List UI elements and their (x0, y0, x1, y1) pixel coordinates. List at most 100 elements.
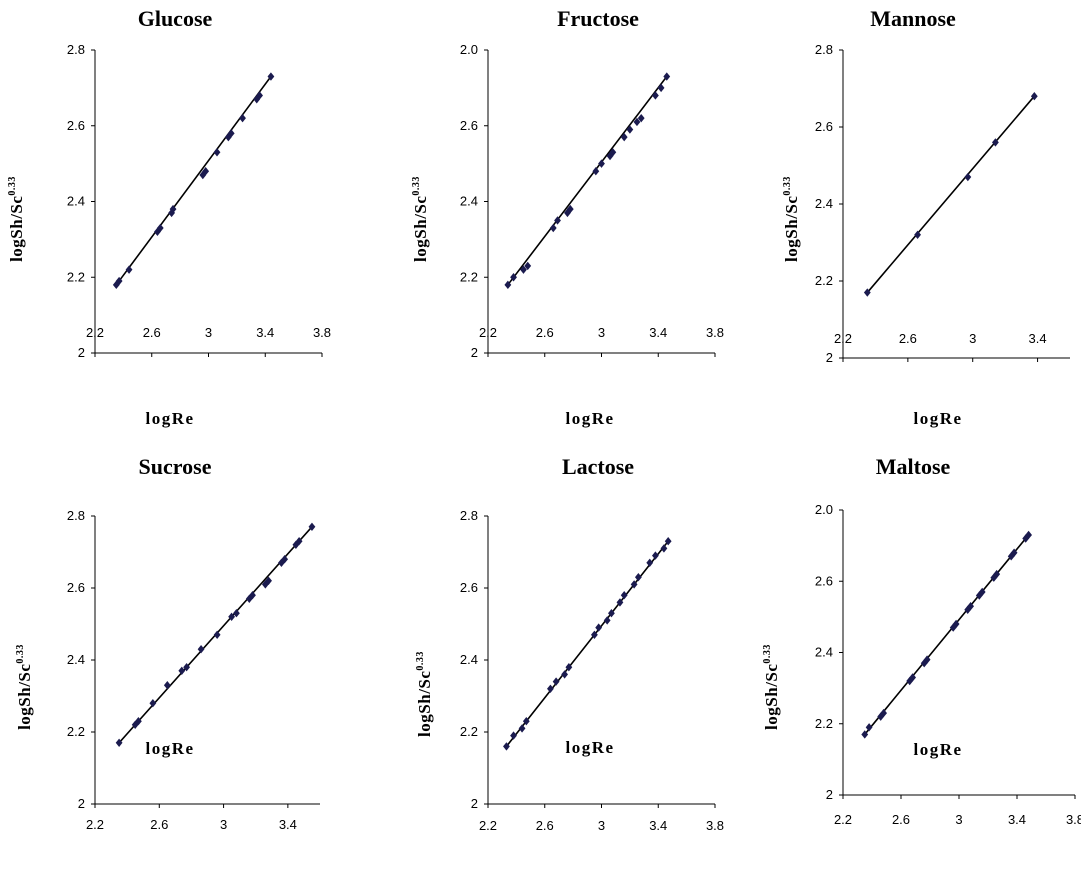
x-tick-label: 3 (955, 812, 962, 827)
data-point (992, 138, 999, 147)
x-tick-label: 3.4 (279, 817, 297, 832)
x-tick-label: 2.6 (536, 325, 554, 340)
x-tick-label: 2.2 (834, 812, 852, 827)
data-point (952, 619, 960, 629)
y-axis-label: logSh/Sc0.33 (7, 176, 26, 262)
data-point (595, 623, 603, 632)
trend-line (507, 76, 668, 286)
x-tick-label: 2.2 (479, 818, 497, 833)
data-point (253, 95, 261, 104)
data-point (510, 273, 517, 282)
data-point (549, 223, 557, 233)
x-tick-label: 2.6 (150, 817, 168, 832)
x-tick-label: 3 (220, 817, 227, 832)
trend-line (864, 534, 1030, 735)
data-point (561, 670, 569, 679)
chart-panel-lactose: Lactose 2 2.2 2.4 2.6 2.8 2.2 2.6 3 3.4 3.8 logSh/S… (360, 434, 724, 868)
chart-title: Sucrose (139, 454, 212, 479)
trend-line (115, 76, 272, 286)
y-tick-label: 2.8 (815, 42, 833, 57)
data-point (199, 170, 207, 180)
data-point (197, 645, 205, 654)
data-point (510, 731, 517, 740)
data-point (1010, 548, 1018, 557)
data-point (163, 681, 171, 690)
data-point (518, 724, 526, 733)
chart-title: Fructose (557, 6, 639, 31)
data-point (967, 601, 974, 611)
data-point (256, 91, 263, 100)
y-tick-label: 2.8 (67, 42, 85, 57)
x-tick-label: 3 (598, 325, 605, 340)
data-point (503, 742, 510, 751)
y-tick-label: 2 (78, 796, 85, 811)
y-tick-label: 2.2 (815, 716, 833, 731)
trend-line (505, 540, 669, 747)
y-axis-label: logSh/Sc0.33 (762, 644, 781, 730)
x-tick-label: 2.2 (86, 325, 104, 340)
y-tick-label: 2.4 (460, 194, 478, 209)
x-axis-label: logRe (913, 740, 962, 759)
data-point (620, 591, 628, 600)
y-tick-label: 2.6 (460, 118, 478, 133)
data-point (227, 129, 235, 138)
x-tick-label: 3.8 (1066, 812, 1081, 827)
data-point (202, 167, 210, 176)
data-point (626, 125, 634, 134)
data-point (504, 280, 512, 290)
data-point (660, 544, 668, 553)
data-point (125, 265, 133, 274)
chart-title: Mannose (870, 6, 956, 31)
chart-panel-mannose: Mannose 2 2.2 2.4 2.6 2.8 2.2 2.6 3 3.4 logSh/Sc0.… (720, 0, 1080, 434)
data-point (115, 276, 123, 286)
data-point (520, 265, 527, 274)
x-axis-label: logRe (145, 739, 194, 758)
y-axis-label: logSh/Sc0.33 (782, 176, 801, 262)
data-point (566, 204, 574, 214)
data-point (554, 216, 561, 225)
y-tick-label: 2.6 (460, 580, 478, 595)
data-point (591, 630, 598, 639)
data-point (861, 730, 869, 739)
x-tick-label: 3.4 (256, 325, 274, 340)
chart-panel-sucrose: Sucrose 2 2.2 2.4 2.6 2.8 2.2 2.6 3 3.4 logSh/Sc0.… (0, 434, 360, 868)
data-point (156, 223, 164, 233)
x-tick-label: 3.8 (706, 818, 724, 833)
x-tick-label: 2.6 (892, 812, 910, 827)
x-axis-label: logRe (565, 409, 614, 428)
chart-panel-maltose: Maltose 2 2.2 2.4 2.6 2.0 2.2 2.6 3 3.4 3.8 logSh/S… (720, 434, 1081, 868)
chart-panel-glucose: Glucose 2 2.2 2.4 2.6 2.8 2.2 2.6 3 3.4 3.8 logSh/S… (0, 0, 360, 434)
y-tick-label: 2.6 (815, 119, 833, 134)
data-point (914, 230, 921, 239)
chart-title: Glucose (138, 6, 213, 31)
x-tick-label: 3.4 (1029, 331, 1047, 346)
y-tick-label: 2.2 (67, 724, 85, 739)
x-tick-label: 3.4 (649, 325, 667, 340)
data-point (620, 132, 628, 142)
y-tick-label: 2.2 (815, 273, 833, 288)
data-point (865, 723, 873, 732)
y-axis-label: logSh/Sc0.33 (415, 651, 434, 737)
y-tick-label: 2 (78, 345, 85, 360)
y-tick-label: 2.0 (460, 42, 478, 57)
data-point (630, 580, 638, 589)
y-tick-label: 2 (471, 796, 478, 811)
x-axis-label: logRe (913, 409, 962, 428)
data-point (975, 591, 983, 600)
x-tick-label: 3.4 (1008, 812, 1026, 827)
data-point (978, 587, 986, 597)
data-point (990, 573, 998, 582)
y-tick-label: 2.8 (460, 508, 478, 523)
y-tick-label: 2.6 (67, 580, 85, 595)
data-point (964, 172, 972, 182)
y-tick-label: 2.4 (460, 652, 478, 667)
chart-title: Lactose (562, 454, 634, 479)
y-tick-label: 2.2 (460, 269, 478, 284)
data-point (609, 148, 617, 157)
data-point (909, 673, 916, 682)
data-point (308, 522, 316, 531)
